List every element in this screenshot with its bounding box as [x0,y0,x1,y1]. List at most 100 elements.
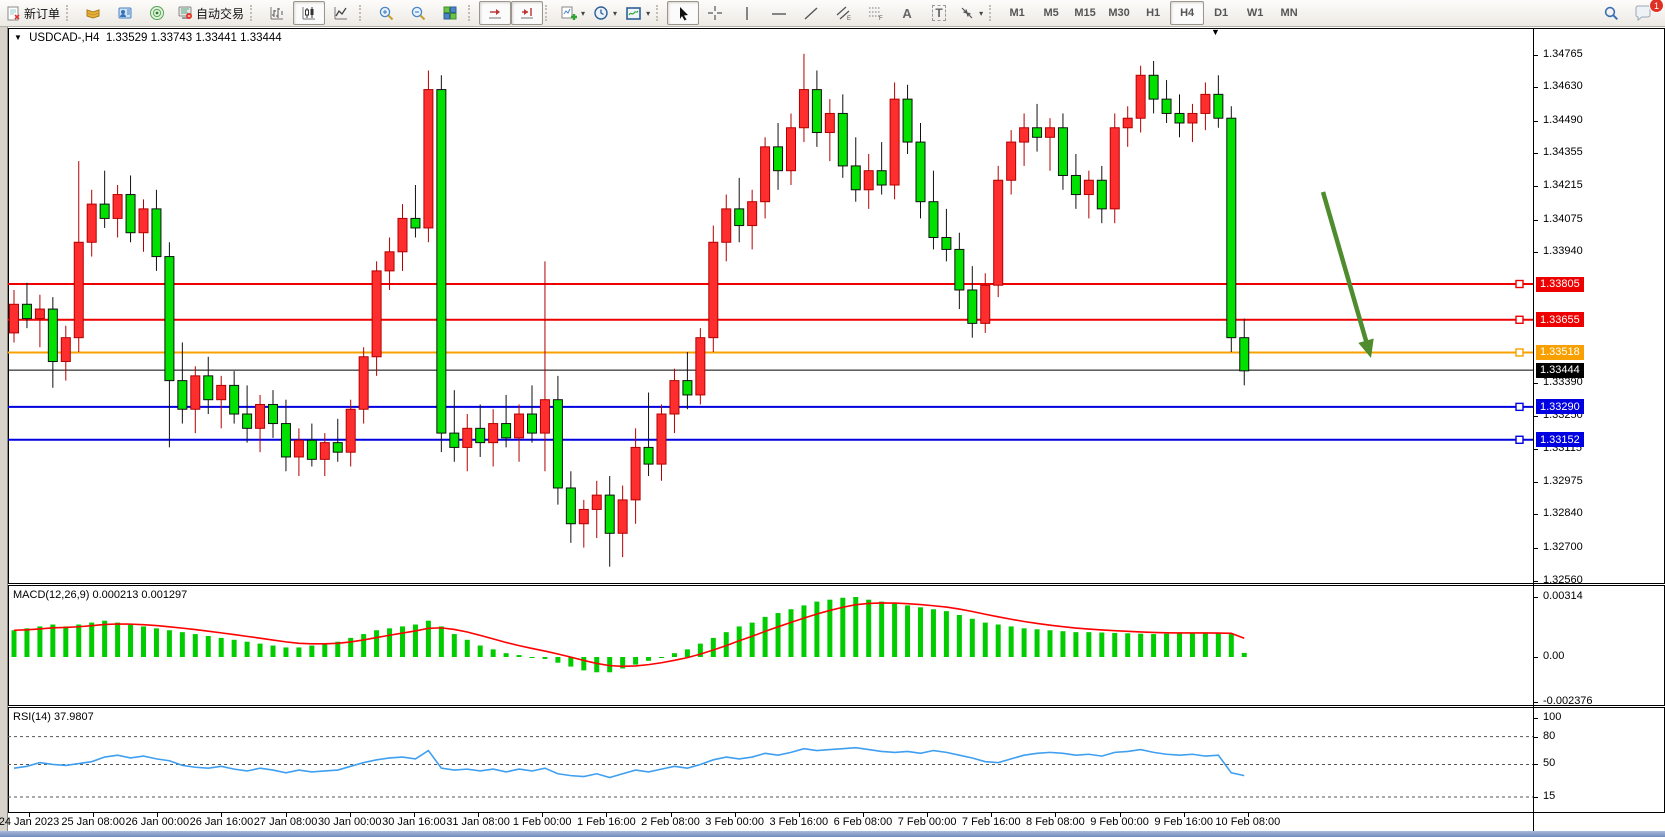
arrows-dropdown-icon[interactable]: ▾ [979,8,984,18]
level-line-marker[interactable] [1515,348,1524,357]
candle-body [1161,98,1172,114]
fibonacci-button[interactable]: F [859,1,891,25]
price-axis-tick [1534,764,1538,766]
macd-bar [879,601,885,657]
market-watch-button[interactable] [77,1,109,25]
time-axis-label: 31 Jan 08:00 [446,816,510,828]
search-button[interactable] [1595,1,1627,25]
bar-chart-button[interactable] [261,1,293,25]
candle-body [811,89,822,134]
periods-button[interactable]: ▾ [589,1,621,25]
zoom-out-button[interactable] [402,1,434,25]
hline-button[interactable] [763,1,795,25]
trendline-button[interactable] [795,1,827,25]
crosshair-button[interactable] [699,1,731,25]
timeframe-button-D1[interactable]: D1 [1214,7,1229,19]
timeframe-button-M15[interactable]: M15 [1074,7,1096,19]
chart-shift-marker-icon[interactable]: ▼ [1211,27,1220,37]
time-axis-label: 27 Jan 08:00 [253,816,318,828]
price-axis-tick [1534,514,1538,516]
rsi-canvas[interactable] [8,707,1533,813]
text-button[interactable]: A [891,1,923,25]
data-window-button[interactable] [109,1,141,25]
line-chart-icon [333,5,349,21]
candle-body [268,403,278,425]
macd-bar [50,624,56,657]
macd-bar [205,635,211,657]
chart-dropdown-marker-icon[interactable]: ▼ [14,33,22,42]
new-order-button[interactable]: 新订单 [2,1,64,25]
zoom-in-button[interactable] [370,1,402,25]
price-chart-canvas[interactable] [8,28,1533,584]
navigator-button[interactable] [141,1,173,25]
periods-dropdown-icon[interactable]: ▾ [613,8,618,18]
macd-bar [1034,629,1040,657]
tile-windows-button[interactable] [434,1,466,25]
candle-body [1135,74,1146,119]
macd-bar [102,620,108,657]
level-line-marker[interactable] [1515,279,1524,289]
price-axis-label: 1.32560 [1543,574,1583,586]
equidistant-channel-button[interactable]: E [827,1,859,25]
macd-bar [671,653,677,657]
candle-body [423,89,434,229]
time-axis-tick [221,813,223,817]
toolbar-grip [989,5,996,21]
templates-button[interactable]: ▾ [621,1,654,25]
indicators-dropdown-icon[interactable]: ▾ [581,8,586,18]
annotation-arrow-head[interactable] [1358,338,1374,358]
timeframe-button-H1[interactable]: H1 [1146,7,1161,19]
macd-bar [141,626,146,657]
line-chart-button[interactable] [325,1,357,25]
macd-canvas[interactable] [8,585,1533,706]
templates-dropdown-icon[interactable]: ▾ [646,8,651,18]
chart-ohlc-quote: 1.33529 1.33743 1.33441 1.33444 [105,32,282,44]
macd-bar [1189,632,1195,657]
autotrade-label: 自动交易 [196,6,245,21]
level-line-marker[interactable] [1515,435,1524,444]
timeframe-button-M1[interactable]: M1 [1009,7,1025,19]
timeframe-button-M5[interactable]: M5 [1043,7,1059,19]
autotrade-button[interactable]: 自动交易 [173,1,248,25]
candle-body [1226,117,1237,339]
candle-body [734,208,745,227]
cursor-button[interactable] [667,1,700,25]
price-axis-label: 1.34630 [1543,80,1583,93]
macd-bar [348,637,354,657]
timeframe-button-MN[interactable]: MN [1280,7,1298,19]
indicators-button[interactable]: ▾ [556,1,589,25]
price-axis-tick [1534,702,1538,704]
price-chart-pane[interactable] [8,28,1665,584]
chat-button[interactable]: 1 [1627,0,1664,25]
price-axis-label: 1.32700 [1543,540,1583,553]
candlestick-chart-button[interactable] [293,1,326,25]
timeframe-button-M30[interactable]: M30 [1108,7,1130,19]
time-axis-tick [1119,813,1121,817]
time-axis-tick [93,813,95,817]
candle-body [591,494,602,510]
time-axis-tick [349,813,351,817]
macd-pane[interactable] [8,585,1665,706]
arrows-button[interactable]: ▾ [955,1,987,25]
macd-bar [814,601,820,657]
level-line-marker[interactable] [1515,402,1524,412]
macd-bar [218,637,224,657]
vline-button[interactable] [731,1,763,25]
macd-bar [1177,633,1182,657]
equidistant-channel-icon: E [835,5,852,22]
timeframe-button-H4[interactable]: H4 [1170,1,1205,25]
annotation-arrow-shaft[interactable] [1320,191,1370,346]
macd-bar [425,620,431,657]
chart-shift-button[interactable] [511,1,544,25]
candle-body [514,413,525,439]
rsi-pane[interactable] [8,707,1665,813]
macd-bar [128,624,134,657]
time-axis-label: 26 Jan 16:00 [189,816,254,828]
auto-scroll-button[interactable] [479,1,512,25]
level-line-marker[interactable] [1515,315,1524,324]
candle-body [1006,141,1017,181]
text-label-button[interactable]: T [923,1,955,25]
candle-body [9,303,19,334]
timeframe-button-W1[interactable]: W1 [1246,7,1264,19]
